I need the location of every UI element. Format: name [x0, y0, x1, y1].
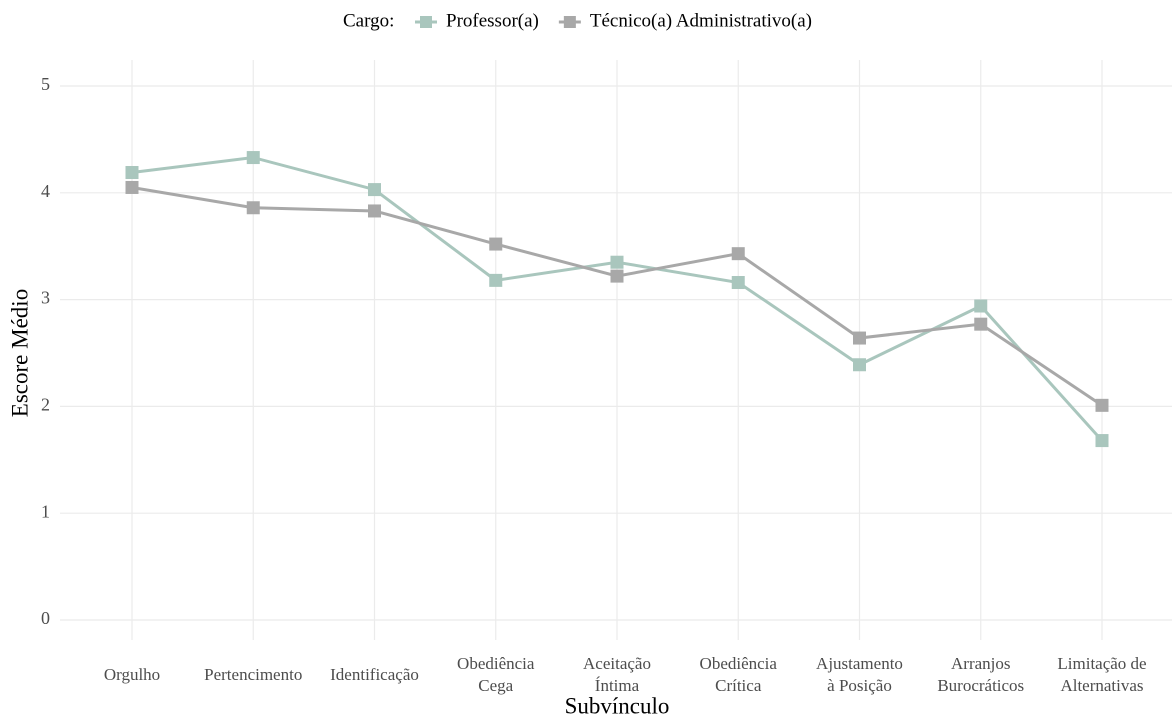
point	[853, 358, 866, 372]
point	[610, 255, 624, 269]
y-tick-label: 2	[41, 395, 50, 415]
x-tick-label: Obediência Crítica	[700, 654, 778, 695]
x-tick-label: Limitação de Alternativas	[1057, 654, 1146, 695]
point	[1095, 434, 1109, 448]
point	[731, 276, 745, 290]
y-tick-label: 5	[41, 74, 50, 94]
point	[489, 237, 503, 251]
x-tick-label: Pertencimento	[204, 665, 302, 684]
x-tick-label: Aceitação Íntima	[583, 654, 651, 695]
point	[125, 166, 139, 180]
y-tick-label: 3	[41, 288, 50, 308]
point	[246, 201, 260, 215]
x-tick-label: Orgulho	[104, 665, 160, 684]
point	[731, 247, 745, 261]
x-tick-label: Arranjos Burocráticos	[937, 654, 1024, 695]
x-tick-label: Ajustamento à Posição	[816, 654, 903, 695]
legend-key	[563, 16, 576, 28]
point	[489, 273, 503, 287]
point	[974, 299, 988, 313]
y-tick-label: 0	[41, 608, 50, 628]
point	[368, 183, 381, 197]
point	[125, 180, 139, 194]
point	[1095, 398, 1109, 412]
point	[853, 331, 866, 345]
point	[246, 151, 260, 165]
x-axis-title: Subvínculo	[565, 693, 670, 718]
x-tick-label: Obediência Cega	[457, 654, 535, 695]
point	[974, 317, 988, 331]
point	[610, 269, 624, 283]
point	[368, 204, 381, 218]
legend-label: Técnico(a) Administrativo(a)	[590, 10, 812, 31]
legend-label: Professor(a)	[446, 10, 539, 31]
legend-key	[420, 16, 432, 28]
legend-title: Cargo:	[343, 10, 394, 31]
grid	[60, 60, 1172, 640]
y-tick-label: 1	[41, 501, 50, 521]
y-axis-title: Escore Médio	[7, 289, 32, 417]
x-tick-label: Identificação	[330, 665, 419, 684]
y-tick-label: 4	[41, 181, 50, 201]
